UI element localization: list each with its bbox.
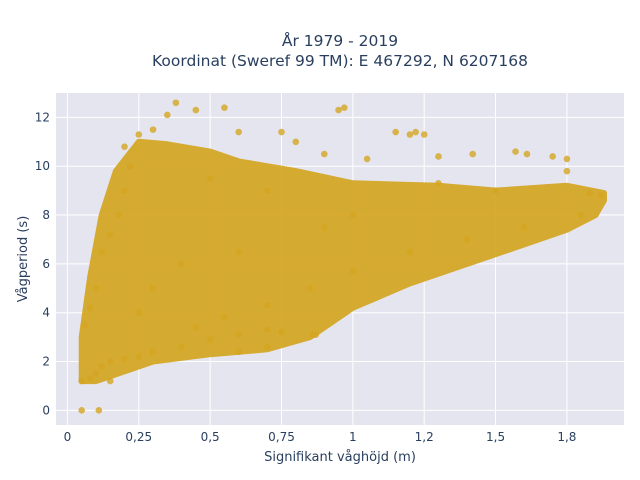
y-axis-label: Vågperiod (s): [16, 216, 31, 303]
data-point: [221, 314, 228, 321]
data-point: [392, 128, 399, 136]
data-point: [435, 153, 442, 160]
x-tick-label: 1: [349, 430, 357, 444]
data-point: [235, 248, 242, 255]
data-point: [192, 324, 200, 331]
chart-title-line2: Koordinat (Sweref 99 TM): E 467292, N 62…: [152, 52, 528, 70]
data-point: [563, 155, 571, 163]
x-tick-label: 0: [64, 430, 72, 444]
data-point: [469, 150, 477, 158]
data-point: [206, 175, 214, 182]
x-tick-label: 0,5: [201, 430, 220, 444]
y-tick-label: 8: [42, 208, 50, 222]
data-point: [492, 187, 499, 194]
data-point: [278, 328, 285, 336]
data-point: [149, 348, 157, 356]
data-point: [321, 223, 328, 231]
data-point: [115, 211, 123, 219]
data-point: [172, 99, 180, 107]
data-point: [520, 223, 528, 231]
data-point: [149, 284, 157, 292]
data-point: [121, 143, 128, 151]
data-point: [86, 375, 94, 382]
data-point: [135, 309, 143, 317]
data-point: [340, 104, 348, 111]
data-point: [106, 231, 114, 238]
chart-title-line1: År 1979 - 2019: [282, 31, 398, 50]
data-point: [321, 150, 328, 158]
data-point: [135, 131, 143, 138]
data-point: [549, 153, 556, 160]
data-point: [206, 336, 214, 343]
data-point: [95, 407, 103, 414]
x-tick-label: 0,25: [125, 430, 152, 444]
data-point: [523, 150, 531, 158]
data-point: [106, 358, 114, 365]
data-point: [435, 180, 442, 187]
data-point: [178, 260, 185, 268]
data-point: [78, 407, 85, 414]
data-point: [81, 321, 88, 329]
data-point: [363, 155, 371, 163]
data-point: [192, 106, 200, 114]
data-point: [98, 363, 105, 370]
data-point: [235, 348, 242, 356]
data-point: [121, 187, 128, 194]
data-point: [263, 302, 271, 309]
x-tick-label: 1,5: [486, 430, 505, 444]
data-point: [135, 353, 143, 360]
x-tick-label: 0,75: [268, 430, 295, 444]
data-point: [126, 162, 134, 170]
data-point: [563, 167, 571, 175]
data-point: [577, 211, 585, 219]
data-point: [463, 236, 471, 243]
x-tick-label: 1,8: [557, 430, 576, 444]
data-point: [335, 106, 342, 114]
data-point: [306, 284, 314, 292]
data-point: [597, 192, 605, 199]
data-point: [221, 104, 228, 111]
x-tick-label: 1,2: [415, 430, 434, 444]
data-point: [98, 248, 105, 255]
scatter-points: [78, 99, 605, 414]
x-tick-labels: 0 0,25 0,5 0,75 1 1,2 1,5 1,8: [64, 430, 577, 444]
y-tick-label: 10: [35, 159, 50, 173]
y-tick-label: 4: [42, 306, 50, 320]
data-point: [78, 377, 85, 385]
point-cloud: [78, 138, 607, 385]
data-point: [309, 331, 317, 338]
data-point: [278, 128, 285, 136]
data-point: [178, 343, 185, 351]
y-tick-label: 6: [42, 257, 50, 271]
data-point: [512, 148, 519, 155]
data-point: [263, 326, 271, 334]
data-point: [149, 126, 157, 133]
data-point: [92, 284, 100, 292]
data-point: [235, 128, 242, 136]
data-point: [263, 343, 271, 351]
x-axis-label: Signifikant våghöjd (m): [264, 450, 416, 465]
data-point: [164, 111, 171, 119]
data-point: [86, 304, 94, 312]
y-tick-label: 0: [42, 403, 50, 417]
data-point: [412, 128, 419, 136]
data-point: [292, 138, 300, 146]
data-point: [235, 331, 242, 338]
dense-point-region: [78, 138, 607, 385]
data-point: [420, 131, 428, 138]
data-point: [121, 355, 128, 363]
data-point: [263, 187, 271, 194]
data-point: [349, 211, 357, 219]
data-point: [92, 370, 100, 378]
data-point: [106, 377, 114, 385]
data-point: [586, 189, 594, 197]
y-tick-labels: 0 2 4 6 8 10 12: [35, 110, 50, 417]
y-tick-label: 12: [35, 110, 50, 124]
data-point: [406, 248, 414, 255]
data-point: [406, 131, 414, 138]
y-tick-label: 2: [42, 355, 50, 369]
data-point: [349, 267, 357, 275]
